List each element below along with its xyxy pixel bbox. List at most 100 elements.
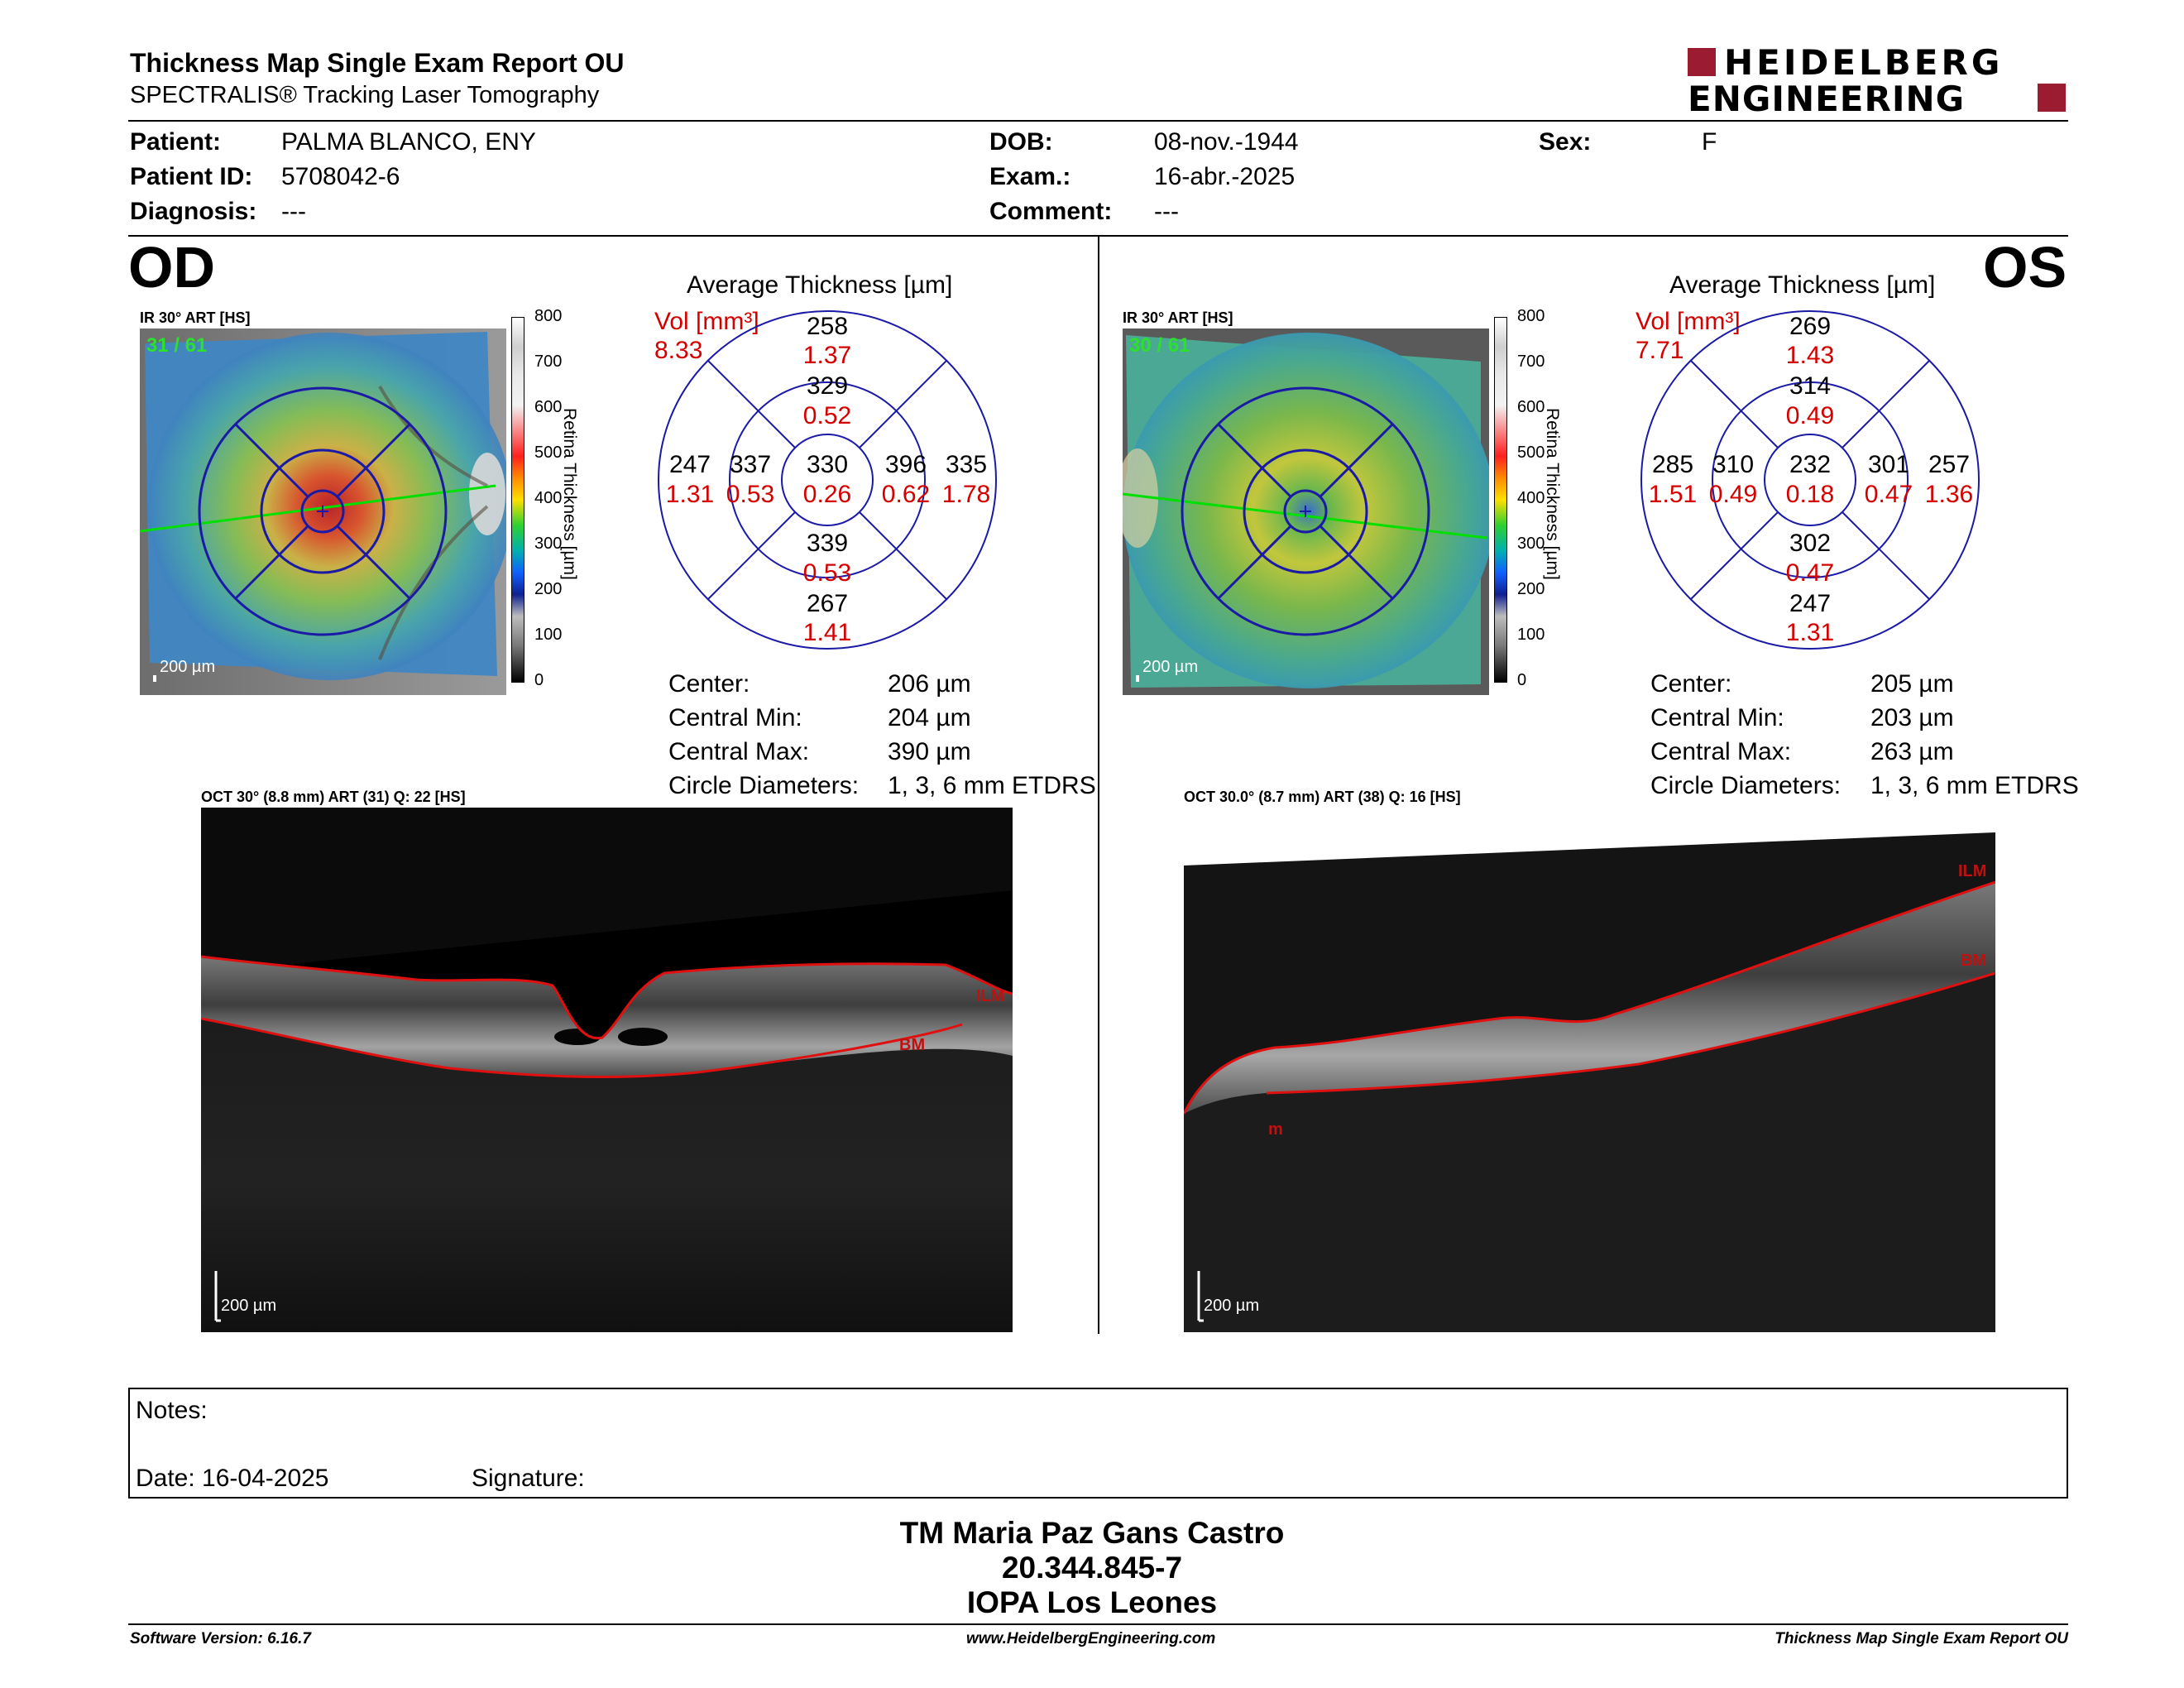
os-ir-counter: 30 / 61 bbox=[1129, 334, 1190, 357]
od-ir-label: IR 30° ART [HS] bbox=[140, 309, 251, 326]
os-scale-tick-800: 800 bbox=[1517, 307, 1545, 325]
od-diam-label: Circle Diameters: bbox=[668, 772, 860, 799]
od-inner-left-vol: 0.53 bbox=[726, 481, 775, 508]
report-title: Thickness Map Single Exam Report OU bbox=[130, 48, 625, 78]
logo-square-bottom bbox=[2038, 84, 2066, 112]
od-oct-scale: 200 µm bbox=[221, 1297, 277, 1315]
od-eye-label: OD bbox=[128, 235, 215, 300]
comment-value: --- bbox=[1154, 198, 1179, 225]
os-avg-title: Average Thickness [µm] bbox=[1669, 271, 1936, 299]
od-outer-right: 335 bbox=[945, 451, 988, 478]
os-oct-ilm-label: ILM bbox=[1958, 862, 1987, 880]
od-min-value: 204 µm bbox=[888, 704, 971, 731]
od-oct-ilm-label: ILM bbox=[976, 987, 1005, 1005]
os-ir-label: IR 30° ART [HS] bbox=[1123, 309, 1233, 326]
od-inner-right: 396 bbox=[884, 451, 927, 478]
os-center-label: Center: bbox=[1650, 670, 1732, 698]
os-outer-right-vol: 1.36 bbox=[1924, 481, 1974, 508]
os-vol-label: Vol [mm³] bbox=[1636, 308, 1741, 335]
od-outer-right-vol: 1.78 bbox=[941, 481, 991, 508]
os-outer-left-vol: 1.51 bbox=[1648, 481, 1698, 508]
od-diam-value: 1, 3, 6 mm ETDRS bbox=[888, 772, 1096, 799]
od-scale-tick-0: 0 bbox=[534, 671, 544, 689]
os-max-label: Central Max: bbox=[1650, 738, 1792, 765]
notes-signature: Signature: bbox=[472, 1465, 585, 1492]
patient-label: Patient: bbox=[130, 128, 222, 156]
od-max-label: Central Max: bbox=[668, 738, 810, 765]
os-outer-right: 257 bbox=[1928, 451, 1971, 478]
patient-id-label: Patient ID: bbox=[130, 163, 253, 190]
os-ir-thickness-map bbox=[1123, 328, 1489, 695]
os-oct-bm-label: BM bbox=[1961, 952, 1987, 970]
od-inner-bottom-vol: 0.53 bbox=[802, 559, 852, 587]
od-ir-scale: 200 µm bbox=[160, 658, 216, 676]
od-color-scale bbox=[511, 317, 524, 683]
os-outer-top: 269 bbox=[1789, 313, 1832, 340]
diagnosis-label: Diagnosis: bbox=[130, 198, 257, 225]
od-outer-bottom: 267 bbox=[806, 590, 849, 617]
od-etdrs-grid bbox=[658, 310, 997, 650]
notes-label: Notes: bbox=[136, 1397, 208, 1424]
od-scale-tick-200: 200 bbox=[534, 580, 563, 598]
os-ir-scale: 200 µm bbox=[1142, 658, 1199, 676]
os-scale-tick-0: 0 bbox=[1517, 671, 1527, 689]
os-oct-m-label: m bbox=[1268, 1120, 1283, 1139]
os-inner-right: 301 bbox=[1867, 451, 1910, 478]
dob-value: 08-nov.-1944 bbox=[1154, 128, 1299, 156]
patient-id: 5708042-6 bbox=[281, 163, 400, 190]
exam-value: 16-abr.-2025 bbox=[1154, 163, 1296, 190]
od-center-label: Center: bbox=[668, 670, 750, 698]
os-etdrs-grid bbox=[1640, 310, 1980, 650]
od-ir-thickness-map bbox=[140, 328, 506, 695]
od-scale-tick-700: 700 bbox=[534, 352, 563, 371]
od-outer-left: 247 bbox=[668, 451, 711, 478]
os-oct-bscan bbox=[1184, 808, 1995, 1332]
od-scale-tick-300: 300 bbox=[534, 535, 563, 553]
os-scale-tick-200: 200 bbox=[1517, 580, 1545, 598]
diagnosis-value: --- bbox=[281, 198, 306, 225]
od-inner-top: 329 bbox=[806, 372, 849, 400]
header-rule bbox=[128, 120, 2068, 122]
os-vol-value: 7.71 bbox=[1636, 337, 1684, 364]
od-ir-scale-bar bbox=[153, 675, 156, 682]
od-oct-bscan bbox=[201, 808, 1013, 1332]
od-scale-tick-800: 800 bbox=[534, 307, 563, 325]
logo-line-1: HEIDELBERG bbox=[1724, 42, 2004, 83]
os-scale-tick-600: 600 bbox=[1517, 398, 1545, 416]
od-inner-bottom: 339 bbox=[806, 530, 849, 557]
os-min-value: 203 µm bbox=[1870, 704, 1954, 731]
od-outer-top-vol: 1.37 bbox=[802, 342, 852, 369]
patient-name: PALMA BLANCO, ENY bbox=[281, 128, 536, 156]
os-inner-left: 310 bbox=[1712, 451, 1755, 478]
notes-box bbox=[128, 1388, 2068, 1499]
dob-label: DOB: bbox=[989, 128, 1053, 156]
od-min-label: Central Min: bbox=[668, 704, 802, 731]
os-center-value: 205 µm bbox=[1870, 670, 1954, 698]
os-outer-top-vol: 1.43 bbox=[1785, 342, 1835, 369]
od-outer-top: 258 bbox=[806, 313, 849, 340]
od-center-value: 206 µm bbox=[888, 670, 971, 698]
signer-institution: IOPA Los Leones bbox=[966, 1585, 1218, 1619]
od-ir-counter: 31 / 61 bbox=[146, 334, 208, 357]
os-oct-label: OCT 30.0° (8.7 mm) ART (38) Q: 16 [HS] bbox=[1184, 789, 1461, 805]
od-scale-tick-500: 500 bbox=[534, 444, 563, 462]
od-vol-label: Vol [mm³] bbox=[654, 308, 759, 335]
os-inner-top: 314 bbox=[1789, 372, 1832, 400]
od-vol-value: 8.33 bbox=[654, 337, 703, 364]
od-scale-label: Retina Thickness [µm] bbox=[560, 408, 579, 580]
footer-website[interactable]: www.HeidelbergEngineering.com bbox=[966, 1630, 1216, 1647]
os-outer-bottom: 247 bbox=[1789, 590, 1832, 617]
footer-rule bbox=[128, 1623, 2068, 1625]
logo-line-2: ENGINEERING bbox=[1688, 79, 1966, 119]
os-oct-scale: 200 µm bbox=[1204, 1297, 1260, 1315]
footer-software: Software Version: 6.16.7 bbox=[130, 1630, 311, 1647]
od-inner-left: 337 bbox=[729, 451, 772, 478]
exam-label: Exam.: bbox=[989, 163, 1071, 190]
os-outer-bottom-vol: 1.31 bbox=[1785, 619, 1835, 646]
od-oct-bm-label: BM bbox=[899, 1036, 926, 1054]
os-inner-right-vol: 0.47 bbox=[1864, 481, 1913, 508]
heidelberg-logo: HEIDELBERG ENGINEERING bbox=[1688, 42, 2068, 119]
signer-rut: 20.344.845-7 bbox=[1001, 1551, 1183, 1585]
sex-label: Sex: bbox=[1539, 128, 1592, 156]
os-scale-tick-400: 400 bbox=[1517, 489, 1545, 507]
